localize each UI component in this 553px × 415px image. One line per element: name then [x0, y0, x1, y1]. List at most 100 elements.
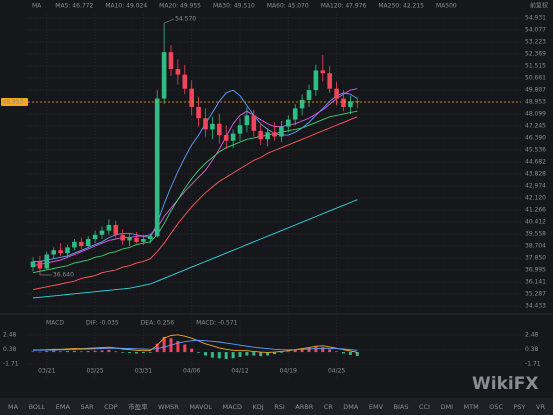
macd-bar — [342, 352, 345, 354]
macd-y-tick-label: 0.38 — [525, 346, 539, 353]
indicator-tab[interactable]: ARBR — [295, 403, 313, 411]
candle-body — [217, 123, 222, 136]
candle-body — [58, 250, 63, 254]
indicator-tab[interactable]: MA — [8, 403, 19, 411]
indicator-tab[interactable]: DMI — [440, 403, 453, 411]
legend-entry[interactable]: MA20: 49.955 — [159, 3, 201, 10]
legend-entry[interactable]: MA10: 49.024 — [105, 3, 147, 10]
macd-legend: DEA: 0.256 — [141, 320, 175, 327]
legend-entry[interactable]: MA5: 46.772 — [55, 3, 93, 10]
macd-bar — [176, 341, 180, 353]
candle-body — [113, 224, 119, 235]
macd-bar — [348, 352, 352, 355]
y-tick-label: 53.223 — [525, 38, 546, 45]
legend-entry[interactable]: MA500 — [436, 3, 457, 10]
y-tick-label: 34.433 — [525, 303, 546, 310]
y-tick-label: 42.120 — [525, 194, 546, 201]
indicator-tab[interactable]: KDJ — [253, 403, 264, 411]
dea-line — [32, 339, 358, 351]
candle-body — [72, 241, 77, 248]
macd-bar — [107, 350, 111, 353]
indicator-tab[interactable]: PSY — [513, 403, 525, 411]
candle-body — [92, 234, 98, 240]
legend-entry[interactable]: MA30: 49.510 — [213, 3, 255, 10]
dif-line — [33, 334, 358, 353]
candle-body — [141, 239, 146, 242]
macd-y-tick-label-left: 2.48 — [3, 331, 17, 338]
indicator-tab[interactable]: MACD — [223, 403, 242, 411]
candle-body — [265, 132, 270, 140]
macd-bar — [231, 352, 235, 359]
y-tick-label: 48.099 — [525, 110, 546, 117]
candle-body — [99, 230, 105, 235]
macd-bar — [355, 352, 359, 357]
indicator-tab[interactable]: CR — [324, 403, 334, 411]
ma-line — [32, 110, 358, 274]
macd-y-tick-label-left: 0.38 — [3, 346, 17, 353]
candle-body — [292, 108, 298, 120]
macd-bar — [328, 349, 332, 353]
indicator-tab[interactable]: MAVOL — [189, 403, 212, 411]
high-pointer — [164, 18, 175, 24]
indicator-tab[interactable]: BIAS — [394, 403, 409, 411]
macd-bar — [210, 352, 214, 358]
candle-body — [51, 250, 56, 255]
candle-body — [168, 52, 174, 70]
macd-bar — [100, 350, 104, 353]
indicator-tab[interactable]: MTM — [464, 403, 479, 411]
ma-line — [32, 116, 358, 291]
macd-bar — [72, 350, 76, 353]
macd-bar — [238, 352, 242, 357]
candle-body — [286, 119, 291, 127]
macd-bar — [52, 350, 56, 353]
macd-bar — [79, 351, 83, 353]
macd-bar — [135, 352, 138, 354]
indicator-tab[interactable]: 市盈率 — [128, 402, 148, 411]
candle-body — [258, 130, 263, 140]
candle-body — [230, 133, 236, 141]
legend-entry[interactable]: MA250: 42.215 — [378, 3, 424, 10]
ma-line — [32, 199, 358, 299]
indicator-tab[interactable]: RSI — [274, 403, 285, 411]
macd-bar — [245, 352, 249, 356]
indicator-tab[interactable]: SAR — [80, 403, 94, 411]
candle-body — [306, 90, 312, 100]
macd-y-tick-label: -1.71 — [525, 360, 541, 367]
indicator-tab[interactable]: CDP — [104, 403, 118, 411]
y-tick-label: 54.931 — [525, 15, 546, 22]
indicator-tab[interactable]: DMA — [343, 403, 359, 411]
indicator-tab[interactable]: CCI — [419, 403, 430, 411]
candle-body — [127, 237, 132, 241]
x-tick-label: 04/25 — [328, 368, 345, 375]
macd-bar — [293, 350, 297, 353]
candle-body — [148, 236, 153, 240]
indicator-selector[interactable]: MA — [32, 3, 42, 10]
y-tick-label: 39.558 — [525, 230, 546, 237]
indicator-tab[interactable]: EMV — [369, 403, 384, 411]
legend-entry[interactable]: MA120: 47.976 — [321, 3, 367, 10]
indicator-tab[interactable]: VR — [536, 403, 545, 411]
candle-body — [237, 125, 243, 134]
indicator-tab[interactable]: WMSR — [158, 403, 179, 411]
macd-bar — [314, 346, 318, 353]
indicator-tab[interactable]: OSC — [489, 403, 503, 411]
y-tick-label: 45.536 — [525, 147, 546, 154]
y-tick-label: 52.369 — [525, 50, 546, 57]
y-tick-label: 54.077 — [525, 26, 546, 33]
y-tick-label: 43.828 — [525, 170, 546, 177]
y-tick-label: 38.704 — [525, 242, 546, 249]
candle-body — [120, 234, 125, 241]
adjust-toggle[interactable]: 前复权 — [530, 2, 548, 10]
indicator-tab[interactable]: BOLL — [29, 403, 46, 411]
y-tick-label: 36.141 — [525, 279, 546, 286]
legend-entry[interactable]: MA60: 45.070 — [267, 3, 309, 10]
x-tick-label: 04/06 — [183, 368, 200, 375]
macd-bar — [273, 352, 276, 355]
macd-bar — [59, 351, 63, 353]
indicator-tab[interactable]: EMA — [56, 403, 71, 411]
macd-bar — [66, 351, 69, 353]
candle-body — [299, 99, 305, 109]
candle-body — [334, 88, 339, 99]
macd-bar — [86, 351, 90, 353]
macd-bar — [148, 352, 152, 353]
